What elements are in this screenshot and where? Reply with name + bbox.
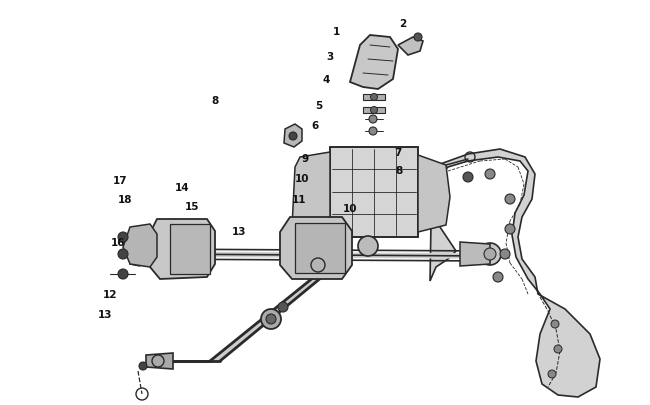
Circle shape [118,232,128,243]
Polygon shape [398,38,423,56]
Text: 13: 13 [98,309,112,319]
Circle shape [500,249,510,259]
Polygon shape [146,353,173,369]
Text: 18: 18 [118,194,132,204]
Polygon shape [350,36,398,90]
Text: 8: 8 [211,96,218,105]
Text: 2: 2 [399,19,407,28]
Text: 16: 16 [111,237,125,247]
Circle shape [484,248,496,260]
Circle shape [118,269,128,279]
Polygon shape [150,220,215,279]
Text: 10: 10 [343,204,357,214]
Bar [330,148,418,237]
Circle shape [548,370,556,378]
Text: 5: 5 [315,101,322,111]
Circle shape [485,170,495,179]
Text: 10: 10 [294,173,309,183]
Circle shape [370,107,378,114]
Circle shape [118,249,128,259]
Text: 8: 8 [395,166,403,176]
Circle shape [358,237,378,256]
Text: 13: 13 [232,227,246,237]
Bar [170,224,210,274]
Polygon shape [460,243,490,266]
Text: 9: 9 [302,154,309,164]
Text: 3: 3 [326,52,334,62]
Text: 14: 14 [175,182,189,192]
Polygon shape [284,125,302,148]
Circle shape [505,194,515,205]
Circle shape [261,309,281,329]
Text: 7: 7 [394,148,402,158]
Polygon shape [292,153,330,245]
Circle shape [463,173,473,183]
Polygon shape [363,108,385,114]
Circle shape [369,128,377,136]
Polygon shape [430,149,600,397]
Circle shape [551,320,559,328]
Text: 12: 12 [103,289,118,299]
Circle shape [493,272,503,282]
Circle shape [505,224,515,234]
Circle shape [479,243,501,265]
Circle shape [266,314,276,324]
Bar [295,224,345,273]
Circle shape [139,362,147,370]
Polygon shape [363,95,385,101]
Circle shape [370,94,378,101]
Circle shape [414,34,422,42]
Text: 15: 15 [185,202,199,211]
Circle shape [554,345,562,353]
Circle shape [289,133,297,141]
Polygon shape [280,217,352,279]
Polygon shape [123,224,157,267]
Text: 11: 11 [292,194,306,204]
Circle shape [369,116,377,124]
Polygon shape [130,243,140,266]
Text: 4: 4 [322,75,330,85]
Text: 17: 17 [113,176,127,185]
Polygon shape [418,156,450,232]
Polygon shape [210,277,322,361]
Circle shape [278,302,288,312]
Text: 6: 6 [311,121,318,130]
Text: 1: 1 [333,27,341,36]
